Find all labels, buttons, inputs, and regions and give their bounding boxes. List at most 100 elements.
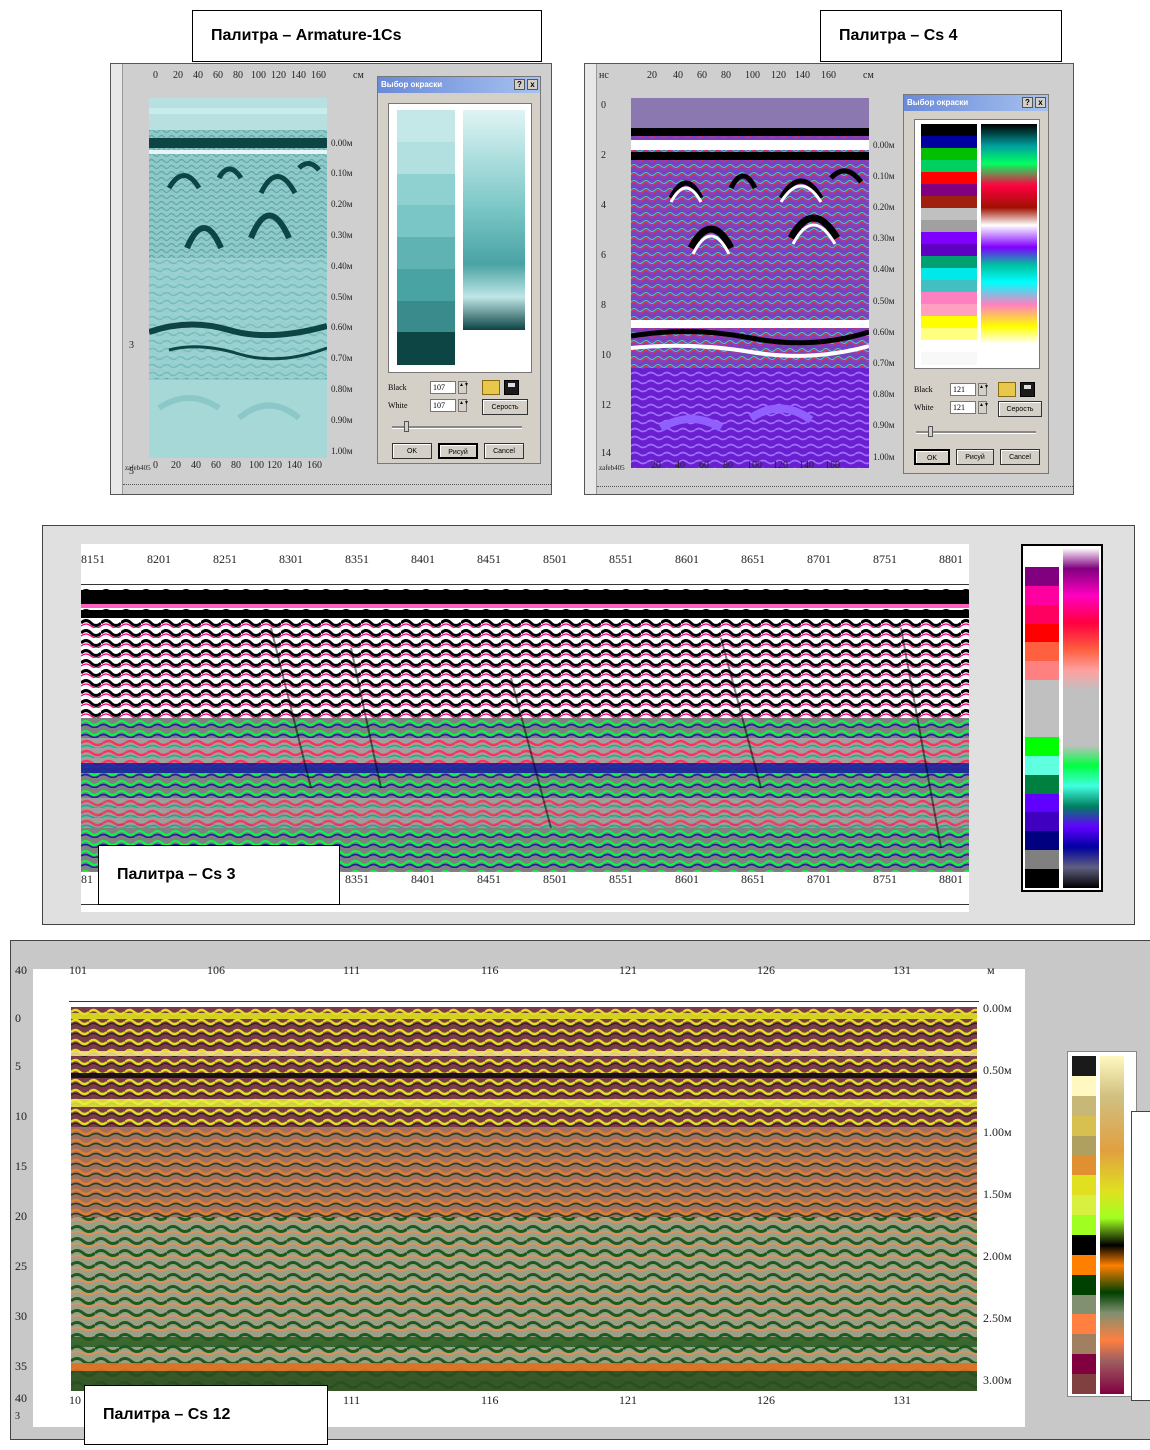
depth-tick: 0.30м <box>331 230 353 240</box>
palette-swatch[interactable] <box>1025 812 1059 832</box>
palette-swatch[interactable] <box>1072 1095 1096 1117</box>
help-button[interactable]: ? <box>514 79 525 90</box>
palette-swatch[interactable] <box>921 292 977 305</box>
palette-swatch[interactable] <box>1072 1155 1096 1176</box>
palette-swatch[interactable] <box>1025 793 1059 813</box>
palette-swatch[interactable] <box>921 196 977 209</box>
palette-swatch[interactable] <box>1072 1175 1096 1196</box>
cancel-button[interactable]: Cancel <box>484 443 524 459</box>
palette-swatch[interactable] <box>1025 661 1059 681</box>
slider-thumb[interactable] <box>404 421 409 432</box>
palette-swatch[interactable] <box>1025 774 1059 795</box>
palette-swatch[interactable] <box>921 244 977 257</box>
palette-swatch[interactable] <box>921 148 977 161</box>
black-value-input[interactable]: 121 <box>950 383 976 396</box>
depth-axis-cs12: 0.00м 0.50м 1.00м 1.50м 2.00м 2.50м 3.00… <box>979 1001 1039 1401</box>
palette-swatch[interactable] <box>921 340 977 353</box>
palette-swatch[interactable] <box>1025 566 1059 587</box>
gray-button[interactable]: Серость <box>998 401 1042 417</box>
close-button[interactable]: x <box>1035 97 1046 108</box>
palette-swatch[interactable] <box>921 328 977 341</box>
close-button[interactable]: x <box>527 79 538 90</box>
palette-swatches[interactable] <box>921 124 977 365</box>
palette-swatch[interactable] <box>397 205 455 238</box>
palette-swatch[interactable] <box>397 237 455 270</box>
palette-swatch[interactable] <box>921 220 977 233</box>
palette-swatch[interactable] <box>397 110 455 143</box>
palette-swatch[interactable] <box>921 172 977 185</box>
palette-swatch[interactable] <box>921 316 977 329</box>
palette-swatch[interactable] <box>397 300 455 333</box>
palette-swatch[interactable] <box>1072 1234 1096 1256</box>
palette-swatch[interactable] <box>1025 831 1059 851</box>
palette-swatch[interactable] <box>921 184 977 197</box>
palette-swatch[interactable] <box>1072 1254 1096 1276</box>
save-disk-icon[interactable] <box>1020 382 1035 397</box>
palette-swatch[interactable] <box>1072 1075 1096 1097</box>
palette-swatch[interactable] <box>921 268 977 281</box>
open-folder-icon[interactable] <box>998 382 1016 397</box>
depth-tick: 0.70м <box>331 353 353 363</box>
palette-swatch[interactable] <box>1025 623 1059 643</box>
palette-swatch[interactable] <box>1072 1115 1096 1137</box>
palette-swatch[interactable] <box>1072 1135 1096 1156</box>
palette-swatch[interactable] <box>921 160 977 173</box>
palette-swatch[interactable] <box>1072 1195 1096 1216</box>
white-value-input[interactable]: 121 <box>950 401 976 414</box>
black-spinner[interactable]: ▲▼ <box>978 383 989 396</box>
help-button[interactable]: ? <box>1022 97 1033 108</box>
palette-swatch[interactable] <box>1072 1314 1096 1335</box>
draw-button[interactable]: Рисуй <box>438 443 478 459</box>
save-disk-icon[interactable] <box>504 380 519 395</box>
palette-swatch[interactable] <box>397 268 455 301</box>
palette-swatch[interactable] <box>921 256 977 269</box>
palette-swatch[interactable] <box>1025 869 1059 889</box>
palette-swatch[interactable] <box>1025 755 1059 776</box>
palette-swatch[interactable] <box>921 352 977 365</box>
open-folder-icon[interactable] <box>482 380 500 395</box>
palette-swatch[interactable] <box>921 280 977 293</box>
white-spinner[interactable]: ▲▼ <box>978 401 989 414</box>
slider-track <box>392 426 522 429</box>
slider-thumb[interactable] <box>928 426 933 437</box>
top-axis-tick: 116 <box>481 963 499 977</box>
palette-swatch[interactable] <box>921 136 977 149</box>
white-value-input[interactable]: 107 <box>430 399 456 412</box>
palette-swatch[interactable] <box>1072 1374 1096 1395</box>
palette-swatch[interactable] <box>1025 680 1059 700</box>
ok-button[interactable]: OK <box>392 443 432 459</box>
palette-swatches[interactable] <box>1025 548 1059 889</box>
palette-swatch[interactable] <box>1072 1334 1096 1355</box>
black-spinner[interactable]: ▲▼ <box>458 381 469 394</box>
palette-swatch[interactable] <box>397 173 455 206</box>
ok-button[interactable]: OK <box>914 449 950 465</box>
palette-swatch[interactable] <box>1072 1294 1096 1315</box>
palette-swatch[interactable] <box>1025 736 1059 757</box>
palette-swatch[interactable] <box>1025 850 1059 870</box>
palette-swatch[interactable] <box>1025 604 1059 625</box>
palette-swatches[interactable] <box>397 110 455 365</box>
palette-swatch[interactable] <box>1072 1274 1096 1296</box>
palette-swatch[interactable] <box>1072 1056 1096 1077</box>
palette-swatch[interactable] <box>921 304 977 317</box>
palette-swatch[interactable] <box>1072 1215 1096 1236</box>
palette-swatch[interactable] <box>1025 585 1059 606</box>
depth-tick: 0.60м <box>873 327 895 337</box>
palette-swatch[interactable] <box>921 232 977 245</box>
palette-swatch[interactable] <box>1025 699 1059 719</box>
cancel-button[interactable]: Cancel <box>1000 449 1040 465</box>
palette-swatch[interactable] <box>1025 642 1059 662</box>
black-value-input[interactable]: 107 <box>430 381 456 394</box>
palette-swatch[interactable] <box>1025 718 1059 738</box>
palette-swatch[interactable] <box>921 208 977 221</box>
palette-swatch[interactable] <box>397 332 455 365</box>
top-axis-tick: 0 <box>153 70 158 81</box>
draw-button[interactable]: Рисуй <box>956 449 994 465</box>
white-spinner[interactable]: ▲▼ <box>458 399 469 412</box>
palette-swatch[interactable] <box>1072 1354 1096 1375</box>
gray-button[interactable]: Серость <box>482 399 528 415</box>
palette-swatch[interactable] <box>1025 548 1059 568</box>
palette-swatches[interactable] <box>1072 1056 1096 1395</box>
palette-swatch[interactable] <box>397 141 455 174</box>
palette-swatch[interactable] <box>921 124 977 137</box>
